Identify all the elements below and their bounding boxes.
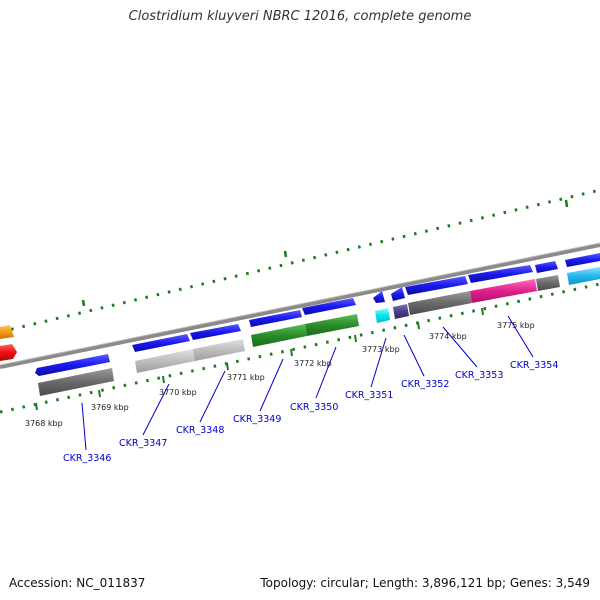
gene-label-ckr3348[interactable]: CKR_3348 xyxy=(176,425,224,436)
gene-arrow-ckr3350[interactable] xyxy=(302,298,356,315)
tick-label-3772: 3772 kbp xyxy=(294,359,332,368)
block-ckr3353a[interactable] xyxy=(408,291,472,315)
gene-label-ckr3346[interactable]: CKR_3346 xyxy=(63,453,111,464)
block-ckr3348[interactable] xyxy=(193,339,245,361)
gene-label-ckr3349[interactable]: CKR_3349 xyxy=(233,414,281,425)
tick-label-3769: 3769 kbp xyxy=(91,403,129,412)
gene-labels: CKR_3346 CKR_3347 CKR_3348 CKR_3349 CKR_… xyxy=(63,360,558,464)
gene-label-ckr3350[interactable]: CKR_3350 xyxy=(290,402,338,413)
block-ckr3352[interactable] xyxy=(393,304,409,319)
gene-label-ckr3347[interactable]: CKR_3347 xyxy=(119,438,167,449)
gene-arrow-ckr3351[interactable] xyxy=(373,291,385,303)
gene-arrow-ckr3348[interactable] xyxy=(190,324,241,340)
block-ckr3349[interactable] xyxy=(251,324,307,347)
gene-arrow-ckr3355[interactable] xyxy=(535,261,558,273)
block-ckr3356[interactable] xyxy=(567,267,600,285)
block-ckr3351[interactable] xyxy=(375,308,390,323)
genome-stats-text: Topology: circular; Length: 3,896,121 bp… xyxy=(260,576,590,590)
tick-labels: 3768 kbp 3769 kbp 3770 kbp 3771 kbp 3772… xyxy=(25,321,535,428)
gene-label-ckr3354[interactable]: CKR_3354 xyxy=(510,360,558,371)
gene-arrow-ckr3347[interactable] xyxy=(132,334,190,352)
gene-arrow-ckr3346[interactable] xyxy=(35,354,110,376)
tick-label-3768: 3768 kbp xyxy=(25,419,63,428)
tick-label-3775: 3775 kbp xyxy=(497,321,535,330)
tick-label-3770: 3770 kbp xyxy=(159,388,197,397)
block-ckr3354[interactable] xyxy=(536,275,560,291)
tick-label-3771: 3771 kbp xyxy=(227,373,265,382)
lower-major-ticks xyxy=(35,307,484,411)
category-blocks xyxy=(0,267,600,396)
tick-label-3773: 3773 kbp xyxy=(362,345,400,354)
page-title: Clostridium kluyveri NBRC 12016, complet… xyxy=(128,9,472,24)
block-left-orange xyxy=(0,325,14,339)
accession-text: Accession: NC_011837 xyxy=(9,576,146,590)
gene-arrow-ckr3352[interactable] xyxy=(391,287,405,301)
gene-arrow-ckr3353[interactable] xyxy=(405,276,468,295)
gene-label-ckr3353[interactable]: CKR_3353 xyxy=(455,370,503,381)
gene-arrow-ckr3354[interactable] xyxy=(468,265,533,283)
block-ckr3353b[interactable] xyxy=(470,279,537,303)
upper-major-ticks xyxy=(81,199,569,307)
gene-arrow-ckr3349[interactable] xyxy=(249,310,302,327)
block-left-red xyxy=(0,344,17,361)
block-ckr3347[interactable] xyxy=(135,349,195,373)
gene-label-ckr3351[interactable]: CKR_3351 xyxy=(345,390,393,401)
gene-label-ckr3352[interactable]: CKR_3352 xyxy=(401,379,449,390)
label-leader-lines xyxy=(81,315,534,451)
block-ckr3346[interactable] xyxy=(38,368,114,396)
forward-strand-genes xyxy=(35,253,600,376)
tick-label-3774: 3774 kbp xyxy=(429,332,467,341)
block-ckr3350[interactable] xyxy=(305,314,359,336)
genome-backbone xyxy=(0,243,600,369)
gene-arrow-ckr3356[interactable] xyxy=(565,253,600,267)
